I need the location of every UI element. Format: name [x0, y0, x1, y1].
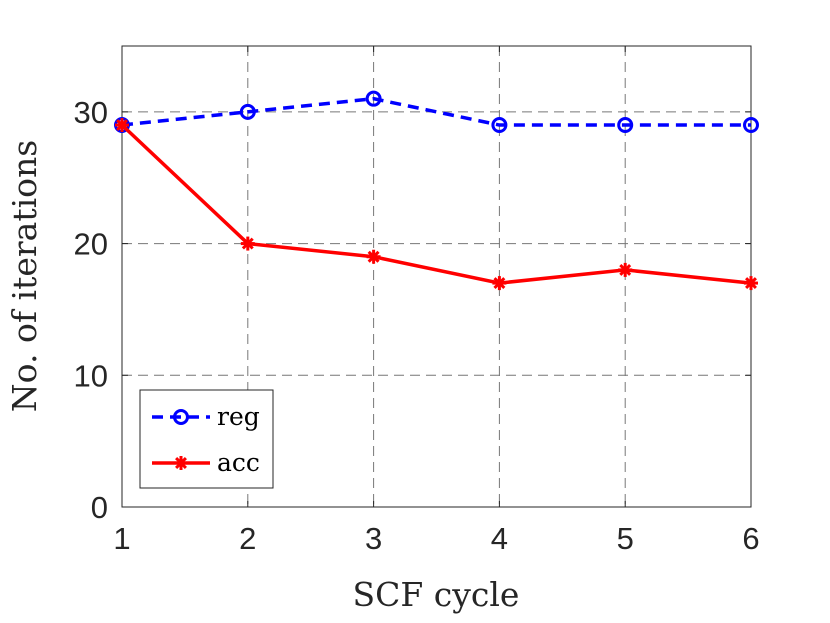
marker-stroke	[493, 277, 506, 290]
y-tick-label: 0	[91, 490, 108, 525]
y-tick-label: 30	[74, 95, 108, 130]
data-point-acc	[618, 262, 633, 277]
x-tick-label: 4	[491, 521, 508, 556]
legend-box	[139, 389, 274, 489]
legend-entry-acc: acc	[152, 448, 260, 477]
y-axis-label: No. of iterations	[5, 140, 44, 412]
x-axis-label: SCF cycle	[353, 575, 520, 614]
data-point-reg	[365, 90, 382, 107]
x-tick-label: 6	[742, 521, 759, 556]
data-point-reg	[239, 103, 256, 120]
data-point-reg	[491, 117, 508, 134]
data-point-acc	[240, 236, 255, 251]
x-tick-label: 1	[113, 521, 130, 556]
series-line-reg	[121, 96, 751, 127]
x-tick-label: 2	[239, 521, 256, 556]
marker-stroke	[745, 277, 757, 290]
legend-marker	[173, 409, 189, 425]
legend-label: acc	[217, 448, 260, 477]
legend-marker	[174, 456, 188, 470]
x-tick-label: 5	[617, 521, 634, 556]
x-tick-label: 3	[365, 521, 382, 556]
marker-stroke	[241, 237, 254, 250]
y-tick-label: 20	[74, 227, 108, 262]
ticks: 1 2 3 4 5 6 0 10 20 30	[74, 46, 760, 556]
legend: reg acc	[139, 389, 274, 489]
marker-stroke	[367, 250, 380, 263]
marker-stroke	[619, 263, 632, 276]
data-point-reg	[617, 117, 634, 134]
series-line-acc	[120, 123, 752, 285]
marker-stroke	[116, 119, 128, 131]
data-point-acc	[115, 118, 129, 133]
data-point-reg	[743, 117, 759, 134]
series	[114, 90, 759, 291]
marker-stroke	[175, 457, 187, 469]
series-acc	[115, 118, 758, 291]
legend-label: reg	[217, 402, 260, 431]
y-tick-label: 10	[74, 358, 108, 393]
data-point-acc	[492, 276, 507, 291]
data-point-acc	[366, 249, 381, 264]
data-point-acc	[744, 276, 758, 291]
legend-entry-reg: reg	[152, 402, 260, 431]
